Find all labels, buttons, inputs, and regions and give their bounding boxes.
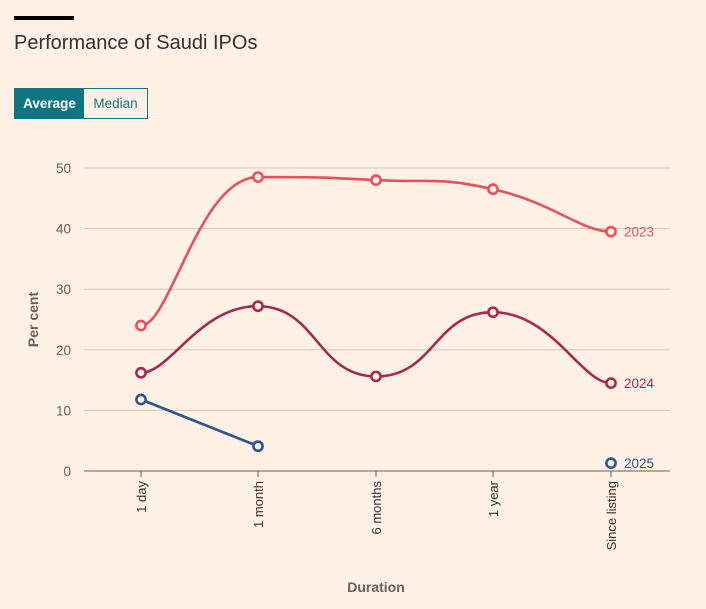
series-label-2023: 2023 — [624, 225, 654, 240]
data-point-2025[interactable] — [135, 393, 147, 406]
data-point-2023[interactable] — [252, 171, 264, 183]
series-line-2025 — [139, 398, 260, 448]
data-point-2024[interactable] — [370, 370, 382, 383]
x-tick-label: 1 day — [134, 481, 149, 513]
data-point-2025[interactable] — [605, 457, 617, 470]
data-point-2024[interactable] — [487, 306, 499, 319]
y-tick-label: 50 — [56, 161, 71, 176]
y-axis-title: Per cent — [25, 292, 41, 348]
x-tick-label: 6 months — [369, 481, 384, 535]
data-point-2024[interactable] — [605, 377, 617, 390]
data-point-2024[interactable] — [135, 366, 147, 379]
data-point-2025[interactable] — [252, 440, 264, 453]
data-point-2023[interactable] — [605, 225, 617, 238]
header-bar — [14, 16, 74, 20]
y-tick-label: 10 — [56, 403, 71, 418]
toggle-average-button[interactable]: Average — [15, 89, 84, 118]
toggle-median-button[interactable]: Median — [84, 89, 147, 118]
series-label-2024: 2024 — [624, 376, 655, 391]
x-axis-title: Duration — [347, 579, 405, 595]
series-label-2025: 2025 — [624, 456, 654, 471]
data-point-2024[interactable] — [252, 300, 264, 313]
y-tick-label: 0 — [63, 464, 71, 479]
y-tick-label: 40 — [56, 222, 71, 237]
average-median-toggle[interactable]: Average Median — [14, 88, 148, 119]
data-point-2023[interactable] — [135, 319, 147, 332]
x-tick-label: Since listing — [604, 481, 619, 550]
y-tick-label: 30 — [56, 282, 71, 297]
data-point-2023[interactable] — [487, 183, 499, 196]
data-point-2023[interactable] — [370, 174, 382, 187]
series-line-2023 — [139, 175, 613, 327]
y-tick-label: 20 — [56, 343, 71, 358]
chart-title: Performance of Saudi IPOs — [14, 32, 258, 54]
x-tick-label: 1 month — [251, 481, 266, 528]
x-tick-label: 1 year — [486, 480, 501, 517]
